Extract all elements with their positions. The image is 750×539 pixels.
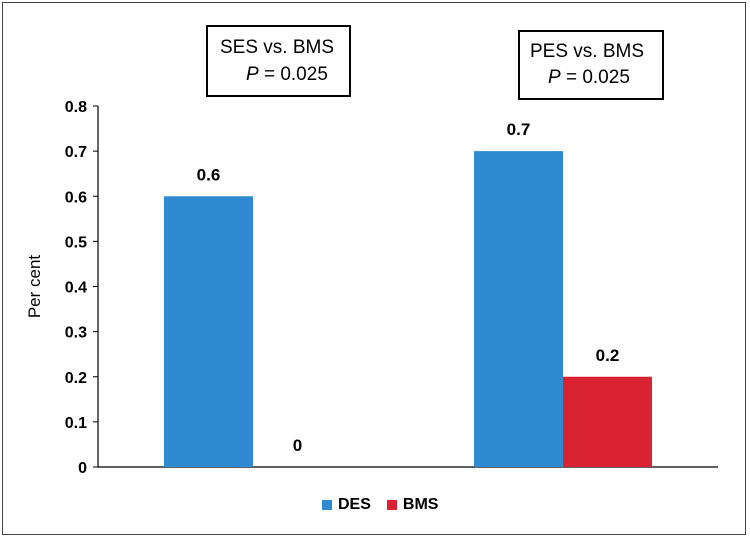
y-tick-label: 0.3: [65, 325, 87, 342]
y-tick-label: 0.5: [65, 234, 87, 251]
y-tick-label: 0.4: [65, 280, 87, 297]
y-tick-label: 0.2: [65, 370, 87, 387]
bar-des-2: [474, 151, 563, 467]
y-tick-label: 0.1: [65, 415, 87, 432]
data-label-des-2: 0.7: [507, 120, 531, 139]
data-label-bms-2: 0.2: [596, 346, 620, 365]
data-label-des-1: 0.6: [197, 165, 221, 184]
y-tick-label: 0.6: [65, 189, 87, 206]
legend-swatch-des: [322, 500, 332, 510]
annotation-ses-p-text: = 0.025: [258, 64, 328, 85]
legend-label-des: DES: [338, 496, 371, 513]
annotation-pes-pvalue: P = 0.025: [548, 67, 630, 89]
y-tick-label: 0.7: [65, 144, 87, 161]
legend-item-bms: BMS: [386, 496, 439, 514]
legend-label-bms: BMS: [402, 496, 439, 513]
annotation-ses-title: SES vs. BMS: [220, 37, 335, 58]
y-tick-label: 0: [78, 460, 87, 477]
annotation-pes-vs-bms: PES vs. BMS P = 0.025: [518, 30, 664, 100]
annotation-ses-vs-bms: SES vs. BMS P = 0.025: [206, 25, 351, 97]
annotation-pes-title: PES vs. BMS: [530, 41, 645, 62]
legend-item-des: DES: [322, 496, 371, 514]
legend: DES BMS: [322, 496, 454, 514]
data-label-bms-1: 0: [293, 436, 302, 455]
annotation-ses-pvalue: P = 0.025: [246, 64, 328, 86]
bar-bms-2: [563, 376, 652, 467]
y-axis-title: Per cent: [25, 255, 44, 319]
y-tick-label: 0.8: [65, 99, 87, 116]
bar-des-1: [164, 196, 253, 467]
legend-swatch-bms: [386, 500, 397, 510]
annotation-pes-p-text: = 0.025: [560, 67, 630, 88]
annotation-pes-p-symbol: P: [548, 67, 561, 88]
annotation-ses-p-symbol: P: [246, 64, 259, 85]
